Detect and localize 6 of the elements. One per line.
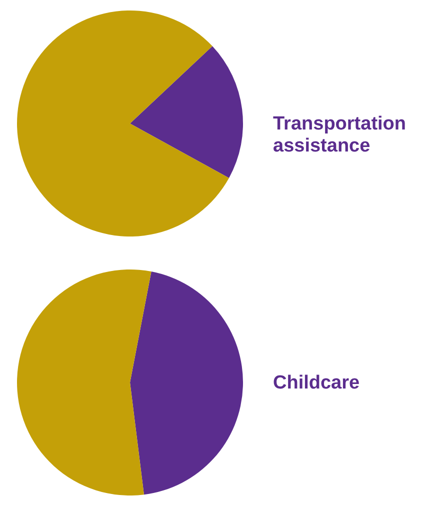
text: Transportation assistance bbox=[273, 114, 406, 156]
pie-slice bbox=[130, 46, 243, 178]
pie-slice bbox=[130, 272, 243, 495]
text: Childcare bbox=[273, 372, 360, 394]
pie-slice bbox=[17, 10, 230, 236]
pie-slice bbox=[17, 270, 152, 496]
